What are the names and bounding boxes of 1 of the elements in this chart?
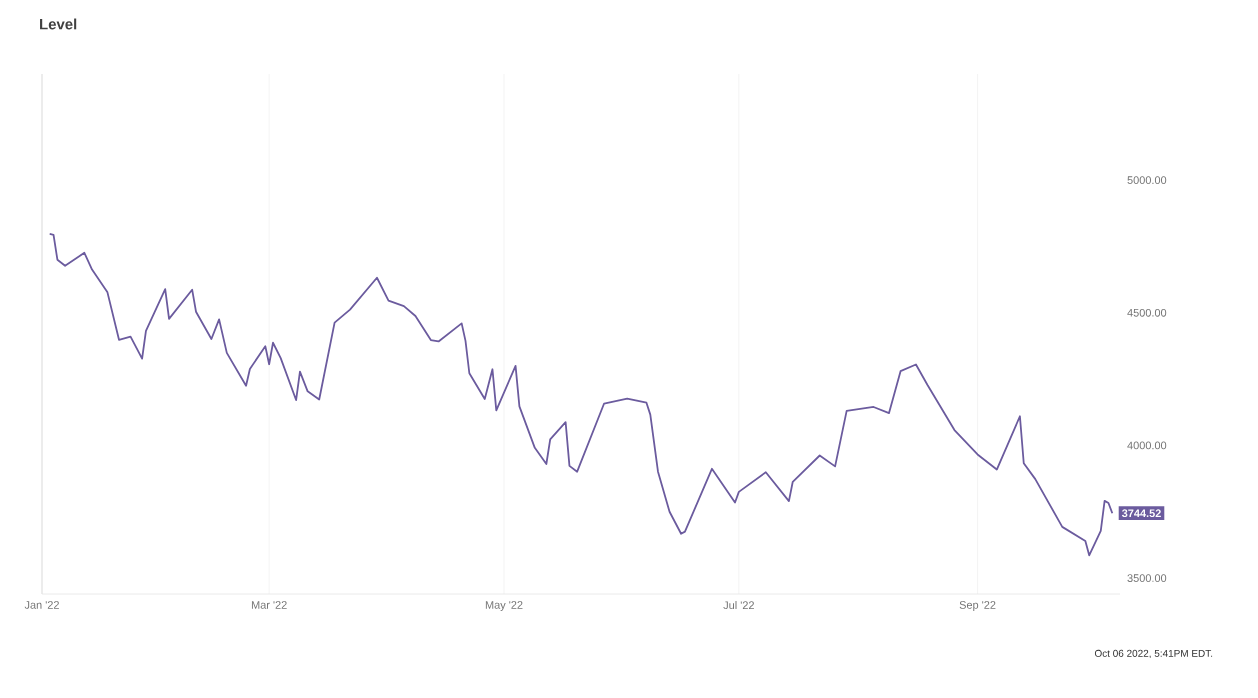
line-series [48, 233, 1114, 557]
